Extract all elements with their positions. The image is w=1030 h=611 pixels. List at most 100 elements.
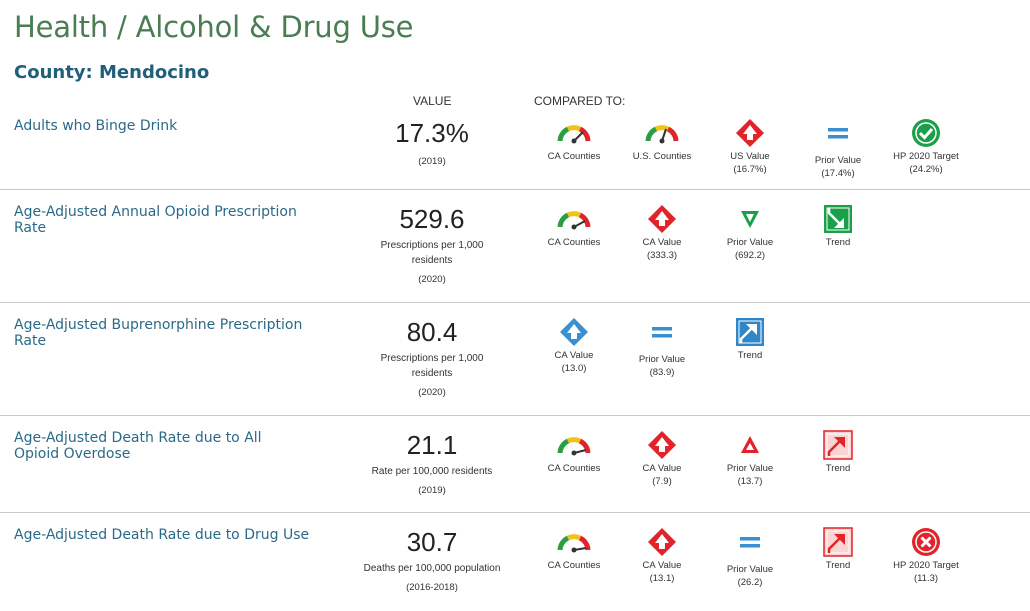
indicator-period: (2019) <box>418 156 446 167</box>
comparison-value: (11.3) <box>913 573 939 584</box>
indicator-value: 17.3% <box>395 118 469 148</box>
comparison-label: CA Value <box>554 350 594 361</box>
comparison-label: Prior Value <box>638 354 686 365</box>
blue-trend-up-icon <box>700 317 800 347</box>
comparison-prior-value[interactable]: Prior Value (17.4%) <box>788 118 888 180</box>
red-diamond-up-icon <box>612 204 712 234</box>
comparison-ca-value[interactable]: CA Value (13.1) <box>612 527 712 585</box>
comparison-us-counties[interactable]: U.S. Counties <box>612 118 712 163</box>
red-x-circle-icon <box>876 527 976 557</box>
indicator-row: Age-Adjusted Buprenorphine Prescription … <box>0 303 1030 416</box>
comparison-trend[interactable]: Trend <box>700 317 800 362</box>
indicator-unit: Prescriptions per 1,000 residents <box>380 240 484 266</box>
comparison-value: (24.2%) <box>909 164 943 175</box>
comparison-label: CA Counties <box>547 463 601 474</box>
equal-icon <box>700 527 800 557</box>
indicator-value-block: 529.6 Prescriptions per 1,000 residents … <box>362 204 502 285</box>
comparison-hp2020-target[interactable]: HP 2020 Target (24.2%) <box>876 118 976 176</box>
value-column-header: VALUE <box>413 94 452 108</box>
red-triangle-up-icon <box>700 430 800 460</box>
indicator-name-link[interactable]: Age-Adjusted Buprenorphine Prescription … <box>14 317 303 349</box>
indicator-name-link[interactable]: Adults who Binge Drink <box>14 118 178 134</box>
indicator-period: (2020) <box>418 274 446 285</box>
comparison-prior-value[interactable]: Prior Value (83.9) <box>612 317 712 379</box>
county-heading: County: Mendocino <box>14 62 210 83</box>
comparison-value: (333.3) <box>646 250 678 261</box>
indicator-value: 80.4 <box>406 317 458 347</box>
comparison-label: Trend <box>825 463 851 474</box>
red-trend-up-icon <box>788 430 888 460</box>
equal-icon <box>612 317 712 347</box>
gauge-icon <box>524 527 624 557</box>
indicator-value: 30.7 <box>406 527 458 557</box>
indicator-row: Age-Adjusted Annual Opioid Prescription … <box>0 190 1030 303</box>
green-check-circle-icon <box>876 118 976 148</box>
comparison-label: HP 2020 Target <box>893 151 959 162</box>
comparison-prior-value[interactable]: Prior Value (26.2) <box>700 527 800 589</box>
comparison-label: CA Counties <box>547 237 601 248</box>
green-trend-down-icon <box>788 204 888 234</box>
comparison-value: (7.9) <box>652 476 672 487</box>
equal-icon <box>788 118 888 148</box>
indicator-name-link[interactable]: Age-Adjusted Annual Opioid Prescription … <box>14 204 297 236</box>
indicator-value-block: 17.3% (2019) <box>362 118 502 167</box>
comparison-trend[interactable]: Trend <box>788 204 888 249</box>
comparison-ca-counties[interactable]: CA Counties <box>524 204 624 249</box>
comparison-trend[interactable]: Trend <box>788 430 888 475</box>
indicator-period: (2020) <box>418 387 446 398</box>
green-triangle-down-icon <box>700 204 800 234</box>
red-diamond-up-icon <box>700 118 800 148</box>
red-diamond-up-icon <box>612 430 712 460</box>
red-diamond-up-icon <box>612 527 712 557</box>
indicator-period: (2019) <box>418 485 446 496</box>
indicator-value-block: 30.7 Deaths per 100,000 population (2016… <box>362 527 502 593</box>
comparison-label: Trend <box>825 560 851 571</box>
indicator-unit: Prescriptions per 1,000 residents <box>380 353 484 379</box>
comparison-ca-value[interactable]: CA Value (333.3) <box>612 204 712 262</box>
comparison-ca-counties[interactable]: CA Counties <box>524 430 624 475</box>
comparison-prior-value[interactable]: Prior Value (13.7) <box>700 430 800 488</box>
comparison-us-value[interactable]: US Value (16.7%) <box>700 118 800 176</box>
comparison-trend[interactable]: Trend <box>788 527 888 572</box>
comparison-label: CA Value <box>642 237 682 248</box>
indicator-unit: Rate per 100,000 residents <box>371 466 493 477</box>
comparison-ca-value[interactable]: CA Value (13.0) <box>524 317 624 375</box>
comparison-label: CA Counties <box>547 151 601 162</box>
comparison-label: CA Value <box>642 463 682 474</box>
indicator-name-link[interactable]: Age-Adjusted Death Rate due to Drug Use <box>14 527 310 543</box>
comparison-label: Trend <box>737 350 763 361</box>
comparison-prior-value[interactable]: Prior Value (692.2) <box>700 204 800 262</box>
gauge-icon <box>524 430 624 460</box>
comparison-ca-value[interactable]: CA Value (7.9) <box>612 430 712 488</box>
comparison-value: (13.0) <box>561 363 587 374</box>
page-title: Health / Alcohol & Drug Use <box>14 10 414 44</box>
indicator-name-link[interactable]: Age-Adjusted Death Rate due to All Opioi… <box>14 430 262 462</box>
comparison-value: (692.2) <box>734 250 766 261</box>
comparison-label: CA Counties <box>547 560 601 571</box>
comparison-label: HP 2020 Target <box>893 560 959 571</box>
comparison-value: (13.7) <box>737 476 763 487</box>
comparison-label: Prior Value <box>726 463 774 474</box>
indicator-value-block: 21.1 Rate per 100,000 residents (2019) <box>362 430 502 496</box>
comparison-ca-counties[interactable]: CA Counties <box>524 118 624 163</box>
comparison-label: Trend <box>825 237 851 248</box>
comparison-value: (16.7%) <box>733 164 767 175</box>
indicator-unit: Deaths per 100,000 population <box>363 563 501 574</box>
comparison-label: US Value <box>730 151 770 162</box>
indicator-row: Age-Adjusted Death Rate due to All Opioi… <box>0 416 1030 513</box>
compared-column-header: COMPARED TO: <box>534 94 626 108</box>
comparison-label: Prior Value <box>814 155 862 166</box>
comparison-label: Prior Value <box>726 237 774 248</box>
comparison-label: CA Value <box>642 560 682 571</box>
gauge-icon <box>524 118 624 148</box>
indicator-period: (2016-2018) <box>406 582 458 593</box>
comparison-ca-counties[interactable]: CA Counties <box>524 527 624 572</box>
red-trend-up-icon <box>788 527 888 557</box>
gauge-icon <box>524 204 624 234</box>
comparison-value: (83.9) <box>649 367 675 378</box>
comparison-value: (13.1) <box>649 573 675 584</box>
comparison-value: (17.4%) <box>821 168 855 179</box>
comparison-value: (26.2) <box>737 577 763 588</box>
comparison-hp2020-target[interactable]: HP 2020 Target (11.3) <box>876 527 976 585</box>
indicator-value: 529.6 <box>399 204 465 234</box>
